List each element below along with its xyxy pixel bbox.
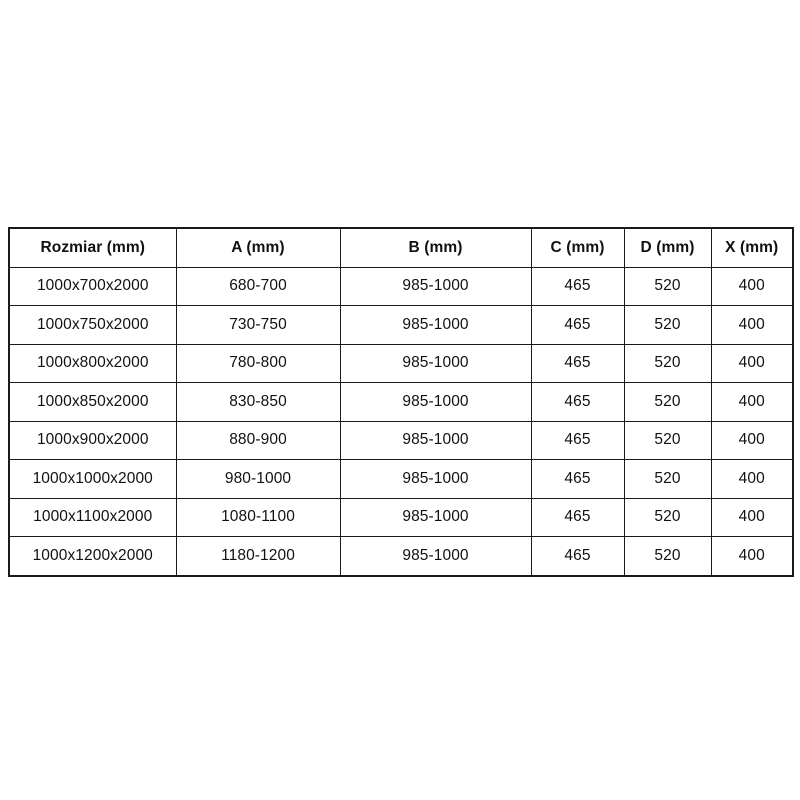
specification-table-container: Rozmiar (mm) A (mm) B (mm) C (mm) D (mm)… [8, 227, 794, 577]
cell-a: 1180-1200 [175, 536, 341, 576]
cell-d: 520 [623, 536, 712, 576]
cell-size: 1000x1000x2000 [8, 459, 177, 499]
cell-x: 400 [710, 420, 794, 460]
cell-b: 985-1000 [339, 305, 532, 345]
cell-size: 1000x850x2000 [8, 382, 177, 422]
column-header-size: Rozmiar (mm) [8, 227, 177, 268]
cell-c: 465 [530, 382, 625, 422]
cell-b: 985-1000 [339, 497, 532, 537]
cell-c: 465 [530, 266, 625, 306]
cell-a: 980-1000 [175, 459, 341, 499]
cell-c: 465 [530, 343, 625, 383]
table-header: Rozmiar (mm) A (mm) B (mm) C (mm) D (mm)… [8, 227, 794, 268]
table-row: 1000x1000x2000 980-1000 985-1000 465 520… [8, 459, 794, 499]
column-header-b: B (mm) [339, 227, 532, 268]
cell-d: 520 [623, 497, 712, 537]
column-header-a: A (mm) [175, 227, 341, 268]
cell-b: 985-1000 [339, 266, 532, 306]
table-row: 1000x1100x2000 1080-1100 985-1000 465 52… [8, 497, 794, 537]
cell-size: 1000x1200x2000 [8, 536, 177, 576]
cell-a: 830-850 [175, 382, 341, 422]
cell-b: 985-1000 [339, 536, 532, 576]
column-header-x: X (mm) [710, 227, 794, 268]
cell-d: 520 [623, 420, 712, 460]
cell-size: 1000x900x2000 [8, 420, 177, 460]
cell-c: 465 [530, 536, 625, 576]
table-row: 1000x800x2000 780-800 985-1000 465 520 4… [8, 343, 794, 383]
cell-x: 400 [710, 266, 794, 306]
column-header-c: C (mm) [530, 227, 625, 268]
cell-size: 1000x1100x2000 [8, 497, 177, 537]
cell-d: 520 [623, 459, 712, 499]
cell-b: 985-1000 [339, 420, 532, 460]
cell-c: 465 [530, 305, 625, 345]
table-body: 1000x700x2000 680-700 985-1000 465 520 4… [8, 266, 794, 576]
cell-size: 1000x750x2000 [8, 305, 177, 345]
cell-c: 465 [530, 420, 625, 460]
table-row: 1000x850x2000 830-850 985-1000 465 520 4… [8, 382, 794, 422]
table-row: 1000x1200x2000 1180-1200 985-1000 465 52… [8, 536, 794, 576]
cell-size: 1000x800x2000 [8, 343, 177, 383]
cell-x: 400 [710, 343, 794, 383]
cell-d: 520 [623, 343, 712, 383]
column-header-d: D (mm) [623, 227, 712, 268]
table-row: 1000x750x2000 730-750 985-1000 465 520 4… [8, 305, 794, 345]
cell-d: 520 [623, 266, 712, 306]
table-row: 1000x700x2000 680-700 985-1000 465 520 4… [8, 266, 794, 306]
table-header-row: Rozmiar (mm) A (mm) B (mm) C (mm) D (mm)… [8, 227, 794, 268]
table-row: 1000x900x2000 880-900 985-1000 465 520 4… [8, 420, 794, 460]
cell-d: 520 [623, 305, 712, 345]
cell-a: 1080-1100 [175, 497, 341, 537]
cell-x: 400 [710, 536, 794, 576]
cell-c: 465 [530, 459, 625, 499]
cell-a: 780-800 [175, 343, 341, 383]
cell-c: 465 [530, 497, 625, 537]
cell-b: 985-1000 [339, 382, 532, 422]
cell-b: 985-1000 [339, 459, 532, 499]
cell-x: 400 [710, 382, 794, 422]
specification-table: Rozmiar (mm) A (mm) B (mm) C (mm) D (mm)… [8, 227, 794, 577]
cell-size: 1000x700x2000 [8, 266, 177, 306]
cell-a: 730-750 [175, 305, 341, 345]
cell-x: 400 [710, 459, 794, 499]
cell-x: 400 [710, 497, 794, 537]
cell-x: 400 [710, 305, 794, 345]
cell-d: 520 [623, 382, 712, 422]
cell-a: 880-900 [175, 420, 341, 460]
cell-b: 985-1000 [339, 343, 532, 383]
cell-a: 680-700 [175, 266, 341, 306]
